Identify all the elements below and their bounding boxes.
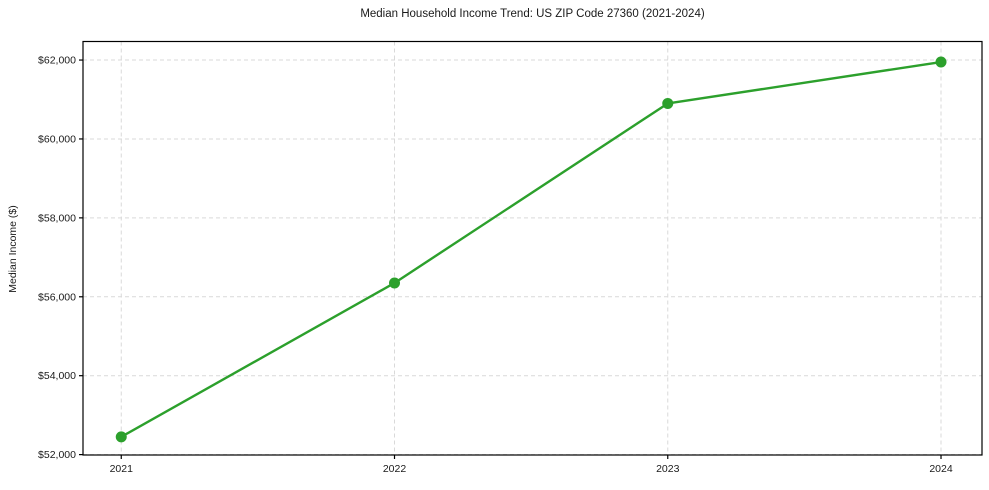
x-tick-label: 2024 — [929, 463, 953, 475]
x-tick-label: 2023 — [656, 463, 680, 475]
x-tick-label: 2021 — [110, 463, 134, 475]
y-tick-label: $58,000 — [38, 212, 76, 224]
chart-title: Median Household Income Trend: US ZIP Co… — [360, 8, 705, 20]
y-tick-label: $52,000 — [38, 449, 76, 461]
data-point-marker-2021 — [115, 431, 127, 443]
data-point-marker-2023 — [662, 97, 674, 109]
y-tick-label: $56,000 — [38, 291, 76, 303]
data-point-marker-2022 — [389, 277, 401, 289]
x-tick-label: 2022 — [383, 463, 407, 475]
y-tick-label: $54,000 — [38, 370, 76, 382]
data-point-marker-2024 — [935, 56, 947, 68]
y-tick-label: $60,000 — [38, 133, 76, 145]
y-tick-label: $62,000 — [38, 55, 76, 67]
trend-line — [120, 60, 943, 439]
plot-border — [82, 40, 983, 456]
